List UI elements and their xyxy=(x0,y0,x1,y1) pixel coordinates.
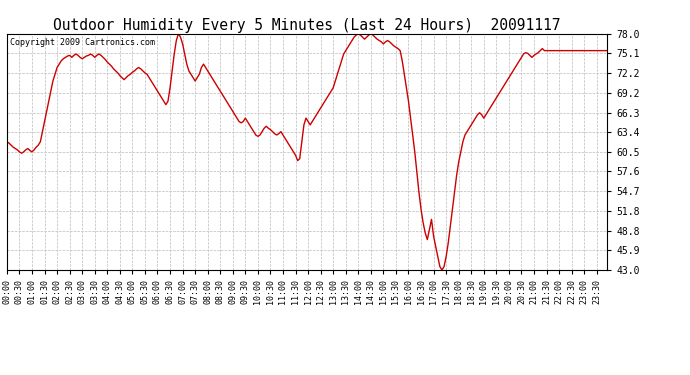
Title: Outdoor Humidity Every 5 Minutes (Last 24 Hours)  20091117: Outdoor Humidity Every 5 Minutes (Last 2… xyxy=(53,18,561,33)
Text: Copyright 2009 Cartronics.com: Copyright 2009 Cartronics.com xyxy=(10,39,155,48)
